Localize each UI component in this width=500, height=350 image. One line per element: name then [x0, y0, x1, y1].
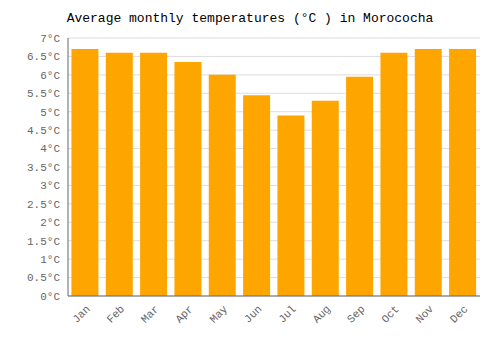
svg-text:Dec: Dec [448, 303, 470, 325]
svg-text:5°C: 5°C [40, 107, 60, 119]
svg-text:Oct: Oct [379, 303, 401, 325]
html-text:Average monthly temperatures (: Average monthly temperatures (°C ) in Mo… [66, 11, 434, 26]
svg-text:6°C: 6°C [40, 70, 60, 82]
svg-text:Apr: Apr [173, 303, 195, 325]
svg-text:5.5°C: 5.5°C [27, 88, 60, 100]
svg-text:2°C: 2°C [40, 217, 60, 229]
svg-text:May: May [208, 303, 231, 326]
svg-text:4°C: 4°C [40, 143, 60, 155]
svg-text:7°C: 7°C [40, 33, 60, 45]
svg-text:4.5°C: 4.5°C [27, 125, 60, 137]
svg-text:0.5°C: 0.5°C [27, 272, 60, 284]
svg-text:3.5°C: 3.5°C [27, 162, 60, 174]
svg-text:2.5°C: 2.5°C [27, 199, 60, 211]
svg-text:6.5°C: 6.5°C [27, 51, 60, 63]
svg-text:Jul: Jul [276, 303, 298, 325]
svg-text:1.5°C: 1.5°C [27, 236, 60, 248]
svg-text:Nov: Nov [414, 303, 437, 326]
svg-text:Jan: Jan [70, 303, 92, 325]
svg-text:Mar: Mar [139, 303, 161, 325]
svg-text:Aug: Aug [311, 303, 333, 325]
svg-text:0°C: 0°C [40, 291, 60, 303]
svg-text:1°C: 1°C [40, 254, 60, 266]
svg-text:Jun: Jun [242, 303, 264, 325]
svg-text:Sep: Sep [345, 303, 367, 325]
svg-text:Feb: Feb [105, 303, 127, 325]
svg-text:3°C: 3°C [40, 180, 60, 192]
